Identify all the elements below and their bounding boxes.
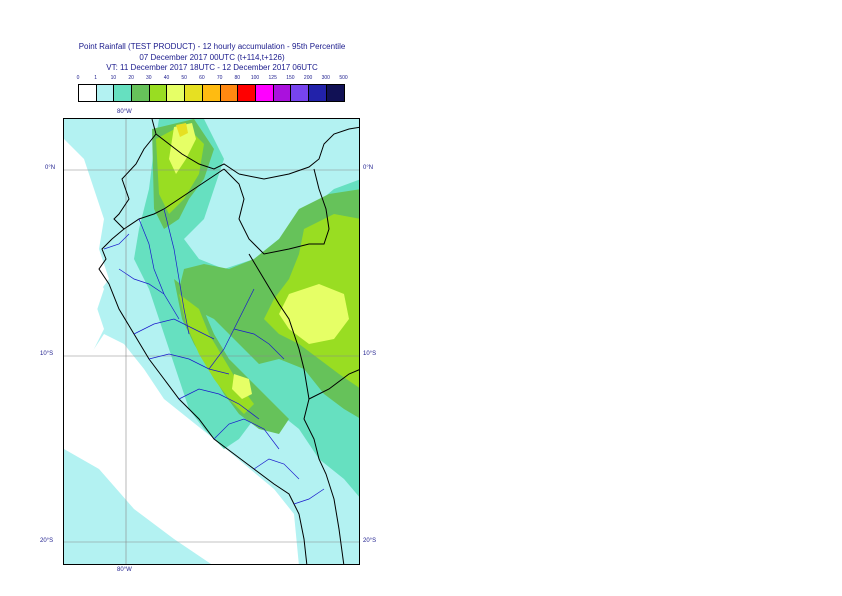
map-canvas: [64, 119, 359, 564]
national-border-peru-brazil: [223, 168, 330, 255]
legend-swatch: [96, 85, 115, 101]
title-line-2: 07 December 2017 00UTC (t+114,t+126): [139, 52, 285, 62]
rain-hotspot-north-accent: [176, 123, 188, 137]
legend-label: 70: [216, 75, 223, 81]
legend-swatch: [308, 85, 327, 101]
admin-border-1: [163, 208, 190, 335]
national-border-colombia-brazil: [238, 126, 359, 180]
bottom-longitude-label: 80°W: [117, 567, 132, 573]
legend-swatch: [238, 85, 256, 101]
lat-label-right-0: 0°N: [363, 165, 374, 171]
map-title: Point Rainfall (TEST PRODUCT) - 12 hourl…: [0, 42, 424, 74]
legend-label: 50: [181, 75, 187, 81]
rain-hotspot-east: [279, 284, 349, 344]
legend-label: 1: [94, 75, 98, 81]
legend-label: 20: [128, 75, 134, 81]
legend-swatch: [79, 85, 97, 101]
title-line-1: Point Rainfall (TEST PRODUCT) - 12 hourl…: [78, 42, 346, 51]
rain-region-green-andes: [174, 279, 289, 434]
legend-swatch: [149, 85, 168, 101]
legend-swatch: [185, 85, 203, 101]
legend-label: 125: [268, 75, 277, 81]
admin-border-4: [133, 318, 215, 340]
legend-swatch: [291, 85, 309, 101]
legend-label: 60: [199, 75, 205, 81]
lat-label-left-20: 20°S: [40, 538, 54, 544]
legend-swatch: [202, 85, 221, 101]
legend-swatch: [273, 85, 292, 101]
coastline: [98, 119, 308, 564]
graticule: [64, 119, 359, 564]
dry-coast-zone: [64, 334, 299, 564]
title-line-3: VT: 11 December 2017 18UTC - 12 December…: [106, 63, 318, 72]
legend-swatch: [132, 85, 150, 101]
lat-label-left-0: 0°N: [45, 165, 56, 171]
rain-hotspot-north: [169, 123, 196, 174]
admin-border-10: [233, 328, 285, 360]
admin-border-5: [148, 353, 230, 375]
color-legend: [78, 84, 346, 102]
national-border-ecuador-colombia: [155, 133, 240, 175]
legend-label: 300: [321, 75, 330, 81]
legend-label: 80: [234, 75, 241, 81]
admin-border-7: [213, 418, 280, 450]
legend-label: 0: [76, 75, 80, 81]
legend-swatch: [255, 85, 274, 101]
admin-borders: [103, 208, 325, 505]
dry-ocean-patch: [64, 259, 104, 344]
legend-label: 150: [286, 75, 295, 81]
legend-swatch: [114, 85, 133, 101]
legend-swatch: [326, 85, 345, 101]
admin-border-8: [253, 458, 300, 480]
legend-label: 500: [339, 75, 348, 81]
legend-label: 100: [250, 75, 260, 81]
admin-border-6: [178, 388, 260, 420]
national-border-peru-bolivia: [248, 253, 345, 564]
legend-labels: 0 1 10 20 30 40 50 60 70 80 100 125 150 200 300 500: [70, 75, 360, 83]
top-longitude-label: 80°W: [117, 109, 132, 115]
lat-label-left-10: 10°S: [40, 351, 54, 357]
rain-hotspot-south: [232, 374, 252, 399]
admin-border-12: [293, 488, 325, 505]
national-border-ecuador-peru: [123, 168, 225, 230]
admin-border-2: [138, 218, 180, 320]
rainfall-map: [63, 118, 360, 565]
admin-border-11: [103, 233, 130, 250]
legend-label: 10: [110, 75, 117, 81]
admin-border-3: [118, 268, 165, 295]
legend-label: 200: [303, 75, 313, 81]
legend-label: 40: [163, 75, 170, 81]
lat-label-right-20: 20°S: [363, 538, 377, 544]
legend-swatch: [167, 85, 186, 101]
legend-label: 30: [146, 75, 152, 81]
lat-label-right-10: 10°S: [363, 351, 377, 357]
national-border-bolivia-brazil: [308, 369, 359, 400]
legend-swatch: [220, 85, 239, 101]
